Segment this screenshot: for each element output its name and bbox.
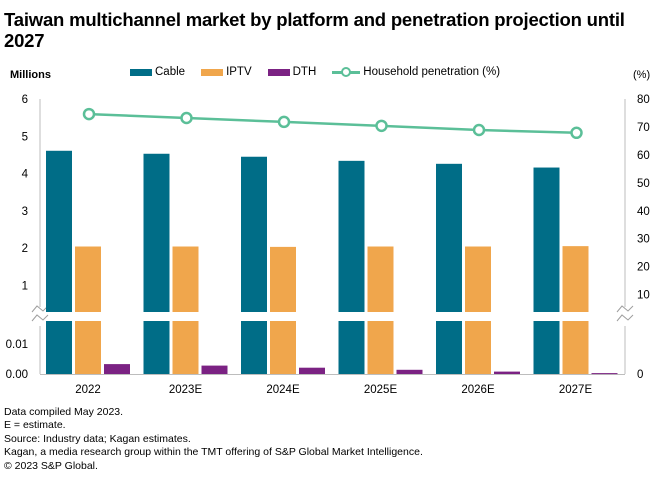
- legend-label-dth: DTH: [292, 66, 317, 78]
- bar-iptv-upper: [75, 246, 101, 312]
- bar-cable-lower: [241, 321, 267, 374]
- y2-tick-label: 50: [637, 178, 650, 190]
- y2-tick-label: 60: [637, 150, 650, 162]
- line-point-household-penetration: [277, 115, 291, 129]
- legend-label-iptv: IPTV: [226, 66, 252, 78]
- bar-iptv-lower: [75, 321, 101, 374]
- y-tick-label-lower: 0.01: [6, 339, 28, 351]
- bar-cable-upper: [338, 160, 365, 312]
- x-tick-label: 2026E: [461, 384, 495, 396]
- y-tick-label: 3: [22, 206, 28, 218]
- x-tick-label: 2024E: [266, 384, 300, 396]
- line-point-household-penetration: [375, 119, 388, 133]
- bar-cable-lower: [143, 321, 170, 374]
- bar-cable-upper: [241, 156, 267, 312]
- bar-cable-upper: [436, 163, 462, 312]
- footer-line-source: Source: Industry data; Kagan estimates.: [4, 432, 191, 445]
- bar-iptv-lower: [367, 321, 394, 374]
- y-tick-label: 6: [22, 94, 28, 106]
- bar-iptv-upper: [562, 246, 589, 312]
- line-point-household-penetration: [570, 126, 583, 140]
- bar-iptv-upper: [367, 246, 394, 312]
- footer-line-compiled: Data compiled May 2023.: [4, 406, 124, 418]
- axis-break-right-icon-bottom: [616, 314, 634, 322]
- footer-line-kagan: Kagan, a media research group within the…: [4, 446, 423, 459]
- bar-cable-upper: [46, 150, 72, 312]
- line-household-penetration: [88, 112, 577, 135]
- legend-label-cable: Cable: [155, 66, 186, 78]
- bar-dth: [494, 371, 520, 374]
- bar-dth: [104, 364, 130, 374]
- legend-item-dth: DTH: [267, 66, 317, 78]
- chart-title: Taiwan multichannel market by platform a…: [4, 9, 625, 51]
- legend-swatch-iptv: [201, 68, 224, 76]
- y-tick-label-lower: 0.00: [6, 369, 28, 381]
- legend-swatch-cable: [130, 68, 152, 76]
- legend-item-penetration: Household penetration (%): [332, 66, 500, 78]
- line-point-household-penetration: [472, 123, 486, 137]
- y2-tick-label: 20: [637, 262, 650, 274]
- y2-tick-label: 30: [637, 234, 650, 246]
- bar-cable-upper: [533, 167, 560, 312]
- bar-iptv-upper: [172, 246, 199, 312]
- bar-iptv-upper: [465, 246, 491, 312]
- y2-tick-label: 10: [637, 290, 650, 302]
- legend: Cable IPTV DTH Household penetration (%): [130, 66, 516, 78]
- y-axis-label: Millions: [10, 69, 51, 81]
- x-tick-label: 2025E: [364, 384, 398, 396]
- bar-iptv-upper: [270, 246, 296, 312]
- y-tick-label: 2: [22, 243, 28, 255]
- axis-break-right-icon-top: [616, 305, 634, 313]
- axis-break-left-icon-top: [31, 305, 49, 313]
- legend-item-cable: Cable: [130, 66, 185, 78]
- bar-iptv-lower: [270, 321, 296, 374]
- bar-iptv-lower: [172, 321, 199, 374]
- legend-item-iptv: IPTV: [201, 66, 252, 78]
- y2-tick-label: 80: [637, 94, 650, 106]
- x-tick-label: 2027E: [559, 384, 593, 396]
- bar-dth: [299, 367, 325, 374]
- legend-line-marker-icon: [332, 66, 361, 78]
- x-tick-label: 2022: [75, 384, 101, 396]
- chart-footer: Data compiled May 2023. E = estimate. So…: [4, 406, 423, 473]
- bar-cable-lower: [338, 321, 365, 374]
- x-tick-label: 2023E: [169, 384, 203, 396]
- bar-cable-lower: [533, 321, 560, 374]
- y-tick-label: 5: [22, 131, 28, 143]
- axis-break-left-icon-bottom: [31, 314, 49, 322]
- bar-cable-lower: [46, 321, 72, 374]
- legend-label-penetration: Household penetration (%): [363, 66, 501, 78]
- line-point-household-penetration: [180, 111, 193, 125]
- line-point-household-penetration: [82, 107, 96, 121]
- y2-tick-label: 40: [637, 206, 650, 218]
- bar-dth: [396, 369, 423, 374]
- bar-iptv-lower: [562, 321, 589, 374]
- y2-axis-label: (%): [633, 69, 651, 81]
- y-tick-label: 4: [22, 169, 29, 181]
- bar-cable-lower: [436, 321, 462, 374]
- bar-iptv-lower: [465, 321, 491, 374]
- y2-tick-label-zero: 0: [637, 369, 643, 381]
- bar-dth: [201, 365, 228, 374]
- bar-dth: [591, 373, 618, 375]
- footer-line-estimate: E = estimate.: [4, 419, 66, 432]
- y-tick-label: 1: [22, 280, 28, 292]
- footer-line-copyright: © 2023 S&P Global.: [4, 459, 98, 472]
- y2-tick-label: 70: [637, 122, 650, 134]
- legend-swatch-dth: [267, 68, 290, 76]
- bar-cable-upper: [143, 153, 170, 312]
